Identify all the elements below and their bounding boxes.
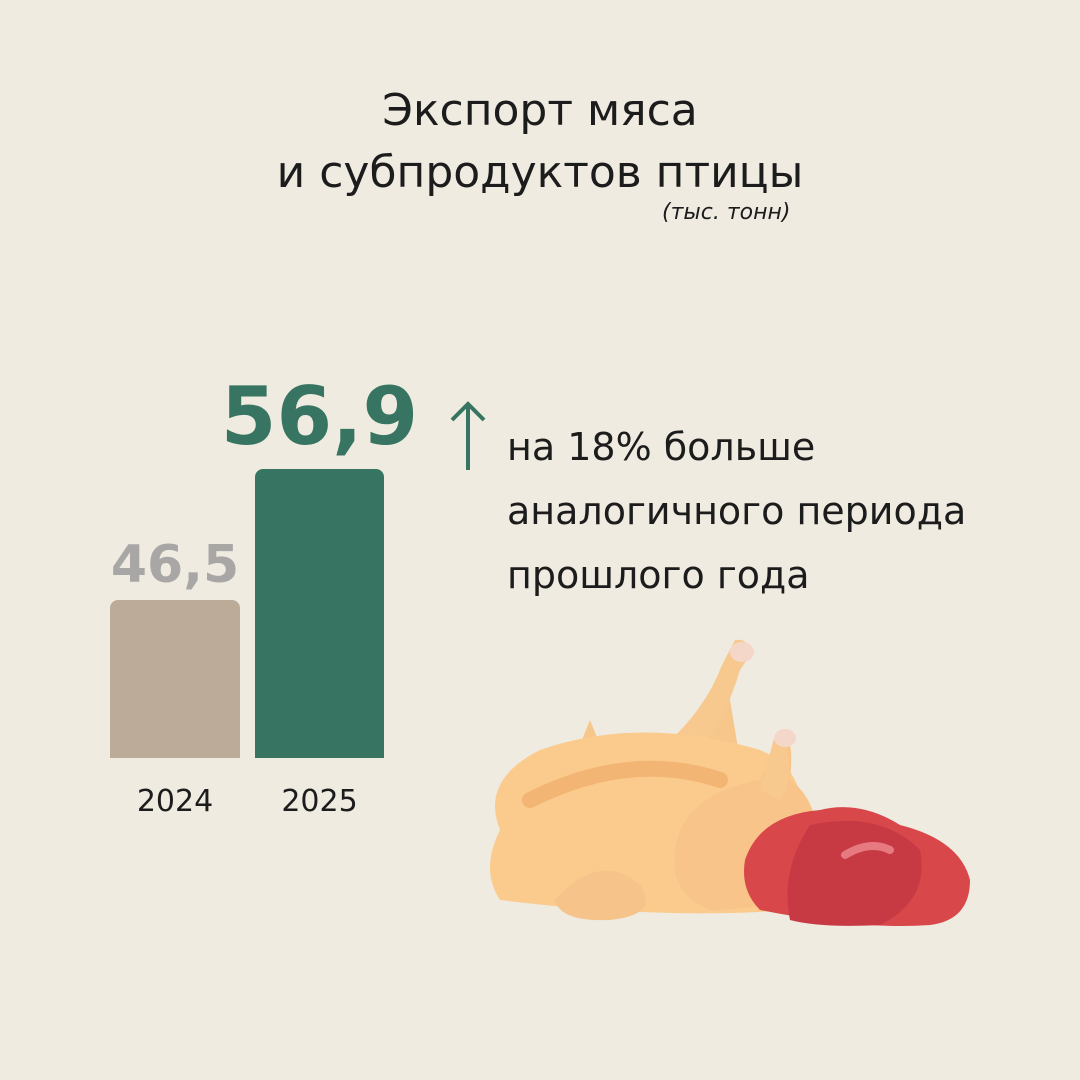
category-label-2025: 2025 — [281, 784, 358, 819]
arrow-up-icon — [450, 401, 486, 470]
growth-annotation: на 18% больше аналогичного периода прошл… — [507, 425, 967, 597]
chicken-and-meat-illustration — [490, 639, 970, 926]
value-label-2024: 46,5 — [110, 534, 240, 595]
chart-title: Экспорт мяса и субпродуктов птицы — [276, 85, 804, 198]
bar-2025 — [255, 469, 384, 758]
value-label-2025: 56,9 — [220, 370, 419, 464]
category-label-2024: 2024 — [136, 784, 214, 819]
bar-2024 — [110, 600, 240, 758]
unit-label: (тыс. тонн) — [662, 200, 791, 225]
